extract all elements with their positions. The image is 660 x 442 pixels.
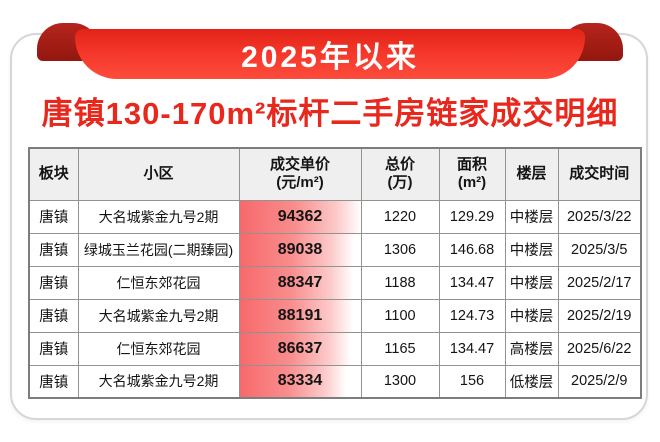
cell-total-price: 1300 xyxy=(360,364,440,399)
cell-floor: 中楼层 xyxy=(504,199,559,234)
price-data-bar xyxy=(240,366,347,397)
cell-date: 2025/3/5 xyxy=(557,232,642,267)
price-data-bar xyxy=(240,234,354,265)
cell-community: 大名城紫金九号2期 xyxy=(77,364,240,399)
unit-price-value: 88191 xyxy=(277,306,323,324)
header-cell: 面积 (m²) xyxy=(438,147,506,201)
cell-plate: 唐镇 xyxy=(28,298,79,333)
cell-total-price: 1188 xyxy=(360,265,440,300)
cell-area: 124.73 xyxy=(438,298,506,333)
cell-total-price: 1220 xyxy=(360,199,440,234)
unit-price-value: 89038 xyxy=(277,240,323,258)
cell-unit-price: 83334 xyxy=(238,364,362,399)
cell-plate: 唐镇 xyxy=(28,265,79,300)
cell-floor: 中楼层 xyxy=(504,232,559,267)
deals-table-wrap: 板块 小区 成交单价 (元/m²) 总价 (万) 面积 (m²) 楼层 成交时间 唐镇 大名城紫金九… xyxy=(28,147,642,399)
table-row: 唐镇 大名城紫金九号2期 94362 1220 129.29 中楼层 2025/3/22 xyxy=(28,199,642,234)
table-row: 唐镇 绿城玉兰花园(二期臻园) 89038 1306 146.68 中楼层 2025/3/5 xyxy=(28,232,642,267)
deals-table: 板块 小区 成交单价 (元/m²) 总价 (万) 面积 (m²) 楼层 成交时间 唐镇 大名城紫金九… xyxy=(28,147,642,399)
cell-unit-price: 88191 xyxy=(238,298,362,333)
cell-community: 绿城玉兰花园(二期臻园) xyxy=(77,232,240,267)
cell-area: 134.47 xyxy=(438,331,506,366)
cell-total-price: 1306 xyxy=(360,232,440,267)
price-data-bar xyxy=(240,300,353,331)
cell-community: 仁恒东郊花园 xyxy=(77,331,240,366)
price-data-bar xyxy=(240,333,351,364)
cell-unit-price: 86637 xyxy=(238,331,362,366)
ribbon-banner: 2025年以来 xyxy=(75,29,585,79)
header-cell: 板块 xyxy=(28,147,79,201)
cell-date: 2025/6/22 xyxy=(557,331,642,366)
cell-unit-price: 94362 xyxy=(238,199,362,234)
cell-unit-price: 88347 xyxy=(238,265,362,300)
unit-price-value: 94362 xyxy=(277,207,323,225)
unit-price-value: 83334 xyxy=(277,372,323,390)
cell-area: 134.47 xyxy=(438,265,506,300)
cell-floor: 中楼层 xyxy=(504,265,559,300)
cell-total-price: 1165 xyxy=(360,331,440,366)
table-row: 唐镇 大名城紫金九号2期 83334 1300 156 低楼层 2025/2/9 xyxy=(28,364,642,399)
cell-floor: 高楼层 xyxy=(504,331,559,366)
price-data-bar xyxy=(240,267,353,298)
cell-total-price: 1100 xyxy=(360,298,440,333)
table-body: 唐镇 大名城紫金九号2期 94362 1220 129.29 中楼层 2025/3/22 唐镇… xyxy=(28,199,642,399)
cell-date: 2025/2/17 xyxy=(557,265,642,300)
header-cell: 成交单价 (元/m²) xyxy=(238,147,362,201)
page-title: 唐镇130-170m²标杆二手房链家成交明细 xyxy=(41,96,619,131)
cell-date: 2025/2/19 xyxy=(557,298,642,333)
cell-community: 仁恒东郊花园 xyxy=(77,265,240,300)
cell-plate: 唐镇 xyxy=(28,331,79,366)
cell-date: 2025/2/9 xyxy=(557,364,642,399)
header-cell: 总价 (万) xyxy=(360,147,440,201)
cell-unit-price: 89038 xyxy=(238,232,362,267)
cell-plate: 唐镇 xyxy=(28,364,79,399)
cell-plate: 唐镇 xyxy=(28,199,79,234)
header-cell: 成交时间 xyxy=(557,147,642,201)
table-row: 唐镇 大名城紫金九号2期 88191 1100 124.73 中楼层 2025/2/19 xyxy=(28,298,642,333)
banner-label: 2025年以来 xyxy=(241,41,419,74)
cell-community: 大名城紫金九号2期 xyxy=(77,199,240,234)
table-row: 唐镇 仁恒东郊花园 88347 1188 134.47 中楼层 2025/2/17 xyxy=(28,265,642,300)
table-row: 唐镇 仁恒东郊花园 86637 1165 134.47 高楼层 2025/6/22 xyxy=(28,331,642,366)
unit-price-value: 88347 xyxy=(277,273,323,291)
table-header-row: 板块 小区 成交单价 (元/m²) 总价 (万) 面积 (m²) 楼层 成交时间 xyxy=(28,147,642,201)
price-data-bar xyxy=(240,201,360,232)
header-cell: 楼层 xyxy=(504,147,559,201)
header-cell: 小区 xyxy=(77,147,240,201)
cell-floor: 低楼层 xyxy=(504,364,559,399)
cell-date: 2025/3/22 xyxy=(557,199,642,234)
unit-price-value: 86637 xyxy=(277,339,323,357)
cell-plate: 唐镇 xyxy=(28,232,79,267)
cell-area: 129.29 xyxy=(438,199,506,234)
cell-floor: 中楼层 xyxy=(504,298,559,333)
cell-area: 156 xyxy=(438,364,506,399)
cell-area: 146.68 xyxy=(438,232,506,267)
cell-community: 大名城紫金九号2期 xyxy=(77,298,240,333)
